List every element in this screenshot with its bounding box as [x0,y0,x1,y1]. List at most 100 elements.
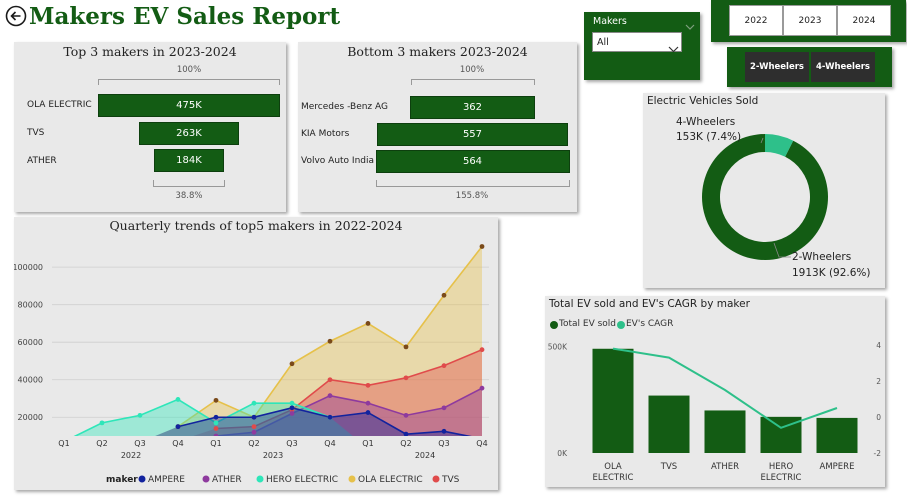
x-year-label: 2024 [415,451,435,460]
bottom3-bar[interactable]: 564 [375,150,570,173]
data-point[interactable] [479,347,485,353]
data-point[interactable] [251,400,257,406]
bar-total-ev[interactable] [816,417,858,453]
data-point[interactable] [327,377,333,383]
data-point[interactable] [289,400,295,406]
year-button-2024[interactable]: 2024 [837,5,891,36]
legend-item[interactable]: OLA ELECTRIC [358,475,423,485]
legend-dot [138,475,146,483]
data-point[interactable] [289,361,295,367]
page-title: Makers EV Sales Report [29,3,341,30]
legend-dot [348,475,356,483]
data-point[interactable] [251,424,257,430]
data-point[interactable] [365,382,371,388]
y-right-tick-label: 4 [876,341,881,350]
x-category-label: AMPERE [820,462,855,472]
vehicle-type-slicer: 2-Wheelers 4-Wheelers [727,47,892,87]
data-point[interactable] [175,397,181,402]
x-category-label: OLA [604,462,622,472]
bottom3-bar[interactable]: 362 [410,96,535,119]
bottom3-label: Volvo Auto India [301,156,375,166]
bar-total-ev[interactable] [648,395,690,453]
bottom3-bar[interactable]: 557 [376,123,569,146]
y-right-tick-label: 0 [876,413,881,422]
data-point[interactable] [441,428,447,434]
x-category-label: TVS [660,462,677,472]
makers-slicer: Makers All [584,12,700,80]
ev-sold-donut-panel: Electric Vehicles Sold 4-Wheelers 153K (… [643,93,885,288]
series-area-ola-electric[interactable] [155,246,482,436]
data-point[interactable] [289,405,295,411]
series-area-ampere[interactable] [155,407,482,439]
data-point[interactable] [441,292,447,298]
legend-dot-cagr [617,321,625,329]
y-left-tick-label: 0K [557,449,568,458]
data-point[interactable] [441,405,447,411]
data-point[interactable] [251,429,257,435]
data-point[interactable] [365,321,371,326]
legend-item[interactable]: HERO ELECTRIC [266,475,338,485]
data-point[interactable] [213,433,219,439]
data-point[interactable] [289,411,295,416]
top3-bar[interactable]: 184K [153,149,225,172]
data-point[interactable] [213,420,219,426]
top3-title: Top 3 makers in 2023-2024 [63,44,237,59]
top3-bar[interactable]: 263K [138,122,240,145]
data-point[interactable] [251,414,257,420]
data-point[interactable] [365,410,371,415]
legend-item[interactable]: TVS [441,475,460,485]
data-point[interactable] [175,424,181,430]
data-point[interactable] [403,375,409,381]
legend-dot [432,475,440,483]
bottom3-funnel-panel: Bottom 3 makers 2023-2024 100% Mercedes … [298,42,577,212]
x-quarter-label: Q4 [476,439,487,448]
makers-dropdown-value: All [597,37,609,48]
year-button-2023[interactable]: 2023 [783,5,837,36]
bottom3-title: Bottom 3 makers 2023-2024 [347,44,528,59]
donut-slice-4-wheelers[interactable] [765,134,794,157]
data-point[interactable] [479,244,485,249]
data-point[interactable] [403,412,409,418]
series-area-ather[interactable] [193,388,482,436]
legend-item[interactable]: AMPERE [148,475,185,485]
data-point[interactable] [213,414,219,420]
back-icon[interactable] [5,5,27,27]
bar-total-ev[interactable] [704,410,746,453]
data-point[interactable] [327,414,333,420]
y-tick-label: 20000 [18,413,43,422]
data-point[interactable] [137,412,143,418]
year-slicer: 2022 2023 2024 [711,0,906,42]
top3-bottom-pct: 38.8% [175,191,203,201]
makers-dropdown[interactable]: All [592,32,682,53]
vehicle-button-2-wheelers[interactable]: 2-Wheelers [745,52,809,82]
data-point[interactable] [365,400,371,406]
top3-label: TVS [27,128,45,138]
data-point[interactable] [327,393,333,399]
data-point[interactable] [403,344,409,350]
data-point[interactable] [479,385,485,391]
area-chart: 20000 40000 60000 80000 100000 Q1 Q2 Q3 Q4 Q1 Q2 Q3… [14,244,489,485]
donut-slice-2-wheelers[interactable] [702,134,828,260]
data-point[interactable] [213,397,219,403]
x-quarter-label: Q4 [172,439,183,448]
data-point[interactable] [441,363,447,369]
chevron-down-icon [685,16,695,35]
data-point[interactable] [327,338,333,344]
area-chart-title: Quarterly trends of top5 makers in 2022-… [109,218,403,233]
top3-label: OLA ELECTRIC [27,100,92,110]
bar-total-ev[interactable] [592,348,634,453]
vehicle-button-4-wheelers[interactable]: 4-Wheelers [811,52,875,82]
x-quarter-label: Q1 [210,439,221,448]
bottom3-top-pct: 100% [459,65,485,75]
year-button-2022[interactable]: 2022 [729,5,783,36]
data-point[interactable] [403,431,409,437]
data-point[interactable] [99,420,105,426]
series-area-hero-electric[interactable] [41,399,353,441]
quarterly-trends-panel: Quarterly trends of top5 makers in 2022-… [14,217,498,490]
cagr-line[interactable] [612,347,838,429]
top3-bar[interactable]: 475K [98,94,280,117]
x-category-label: HERO [769,462,794,472]
data-point[interactable] [213,426,219,431]
legend-item[interactable]: ATHER [212,475,242,485]
